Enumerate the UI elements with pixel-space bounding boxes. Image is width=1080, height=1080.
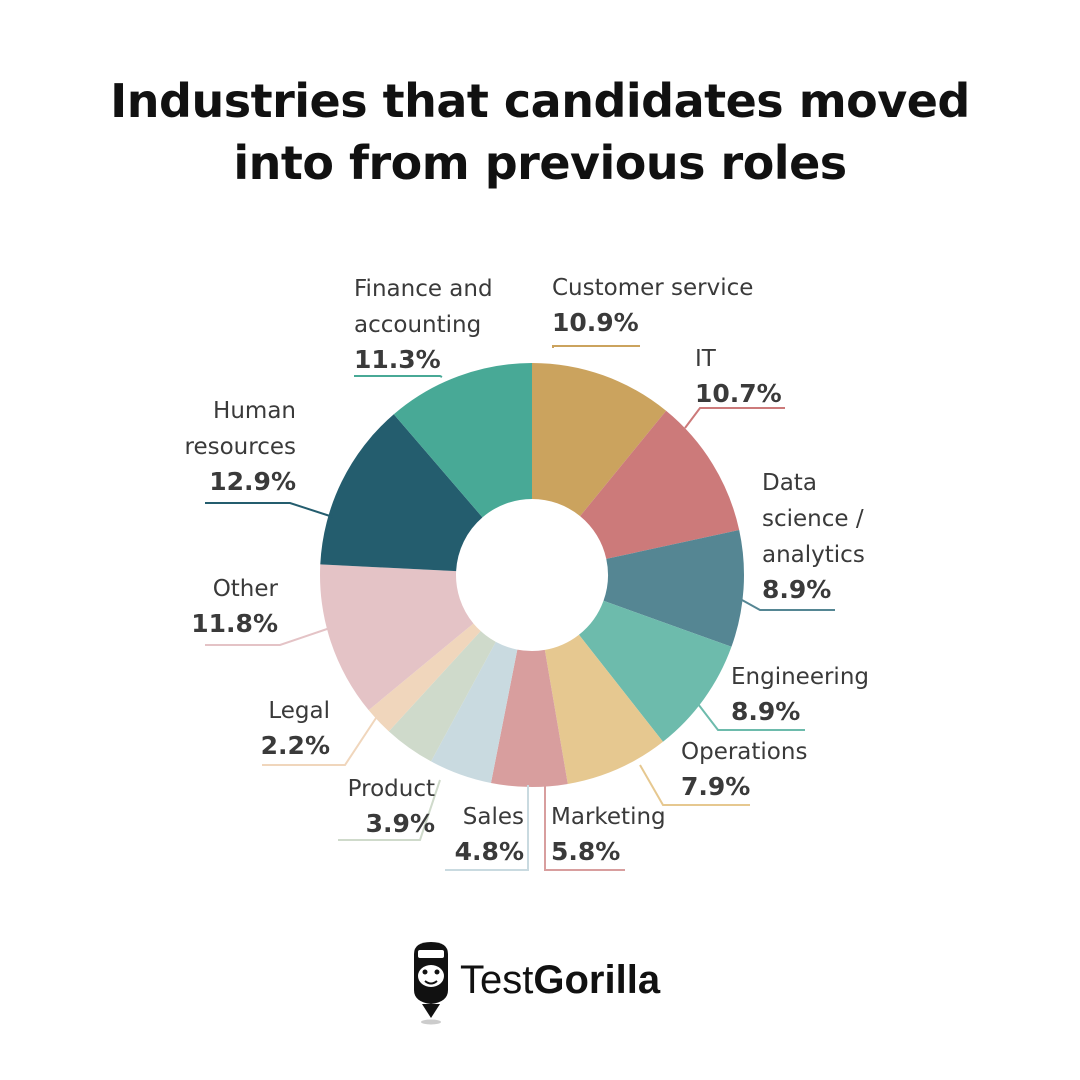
- leader-line-data-science: [741, 599, 835, 611]
- label-marketing-line-1: Marketing: [551, 804, 666, 830]
- slice-marketing: [490, 649, 568, 788]
- value-human-resources: 12.9%: [209, 467, 296, 496]
- label-legal-line-1: Legal: [268, 698, 330, 724]
- slice-finance: [393, 363, 532, 518]
- slice-it: [580, 410, 740, 559]
- value-finance: 11.3%: [354, 345, 441, 374]
- label-data-science-line-3: analytics: [762, 542, 865, 568]
- slice-sales: [431, 641, 518, 783]
- leader-line-sales: [445, 785, 529, 871]
- leader-line-other: [205, 627, 331, 646]
- leader-line-engineering: [694, 699, 805, 731]
- label-human-resources-line-1: Human: [213, 398, 296, 424]
- leader-line-it: [684, 407, 785, 429]
- leader-line-finance: [354, 375, 443, 378]
- value-product: 3.9%: [366, 809, 435, 838]
- value-it: 10.7%: [695, 379, 782, 408]
- slice-human-resources: [320, 414, 483, 572]
- label-product-line-1: Product: [348, 776, 435, 802]
- value-marketing: 5.8%: [551, 837, 620, 866]
- slice-operations: [544, 634, 663, 784]
- value-data-science: 8.9%: [762, 575, 831, 604]
- slice-product: [388, 631, 496, 762]
- chart-title-line-2: into from previous roles: [233, 136, 847, 190]
- leader-line-product: [338, 779, 441, 841]
- label-finance-line-2: accounting: [354, 312, 481, 338]
- label-human-resources-line-2: resources: [185, 434, 296, 460]
- value-other: 11.8%: [191, 609, 278, 638]
- testgorilla-logo: TestGorilla: [408, 940, 708, 1030]
- leader-line-legal: [262, 714, 379, 766]
- leader-line-human-resources: [205, 502, 334, 518]
- label-engineering-line-1: Engineering: [731, 664, 869, 690]
- label-sales-line-1: Sales: [463, 804, 524, 830]
- value-operations: 7.9%: [681, 772, 750, 801]
- label-other-line-1: Other: [213, 576, 279, 602]
- leader-line-marketing: [544, 785, 625, 871]
- value-legal: 2.2%: [261, 731, 330, 760]
- slice-data-science: [603, 530, 745, 647]
- value-engineering: 8.9%: [731, 697, 800, 726]
- label-it-line-1: IT: [695, 346, 717, 372]
- logo-word-test: Test: [460, 958, 534, 1002]
- slice-legal: [368, 623, 481, 732]
- label-operations-line-1: Operations: [681, 739, 807, 765]
- slice-customer-service: [532, 363, 667, 517]
- label-data-science-line-2: science /: [762, 506, 864, 532]
- value-sales: 4.8%: [455, 837, 524, 866]
- value-customer-service: 10.9%: [552, 308, 639, 337]
- label-customer-service-line-1: Customer service: [552, 275, 753, 301]
- gorilla-head-icon: [414, 942, 448, 1025]
- logo-wordmark: TestGorilla: [460, 958, 660, 1003]
- label-data-science-line-1: Data: [762, 470, 817, 496]
- leader-line-operations: [639, 764, 750, 806]
- leader-line-customer-service: [552, 345, 640, 348]
- chart-title: Industries that candidates moved into fr…: [0, 70, 1080, 194]
- slice-other: [320, 564, 474, 711]
- slice-engineering: [578, 600, 732, 742]
- chart-title-line-1: Industries that candidates moved: [110, 74, 970, 128]
- label-finance-line-1: Finance and: [354, 276, 493, 302]
- logo-word-gorilla: Gorilla: [533, 958, 661, 1002]
